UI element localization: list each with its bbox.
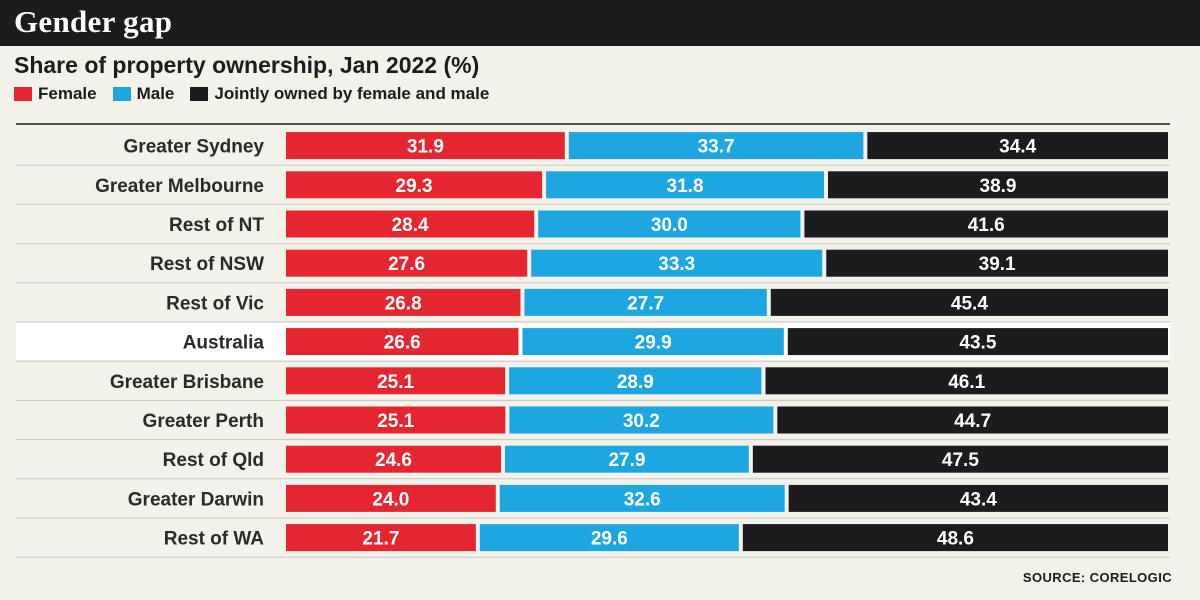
- chart-title: Share of property ownership, Jan 2022 (%…: [14, 52, 480, 78]
- value-label-female-rest-of-nsw: 27.6: [388, 254, 425, 275]
- bar-male-rest-of-vic: [524, 288, 767, 316]
- bar-female-rest-of-vic: [286, 288, 521, 316]
- legend: Female Male Jointly owned by female and …: [14, 83, 505, 105]
- bar-joint-greater-brisbane: [765, 367, 1168, 395]
- legend-swatch-male: [112, 87, 131, 101]
- bar-joint-rest-of-vic: [770, 288, 1168, 316]
- bar-male-greater-darwin: [499, 484, 785, 512]
- header-bar: Gender gap: [0, 0, 1200, 46]
- bar-joint-greater-sydney: [867, 132, 1168, 160]
- chart-header-title: Gender gap: [14, 4, 173, 39]
- source-note: SOURCE: CORELOGIC: [1022, 570, 1172, 585]
- bar-female-greater-perth: [286, 406, 506, 434]
- legend-label-male: Male: [136, 84, 175, 103]
- legend-swatch-joint: [190, 87, 209, 101]
- value-label-male-greater-melbourne: 31.8: [667, 176, 704, 197]
- value-label-joint-greater-darwin: 43.4: [960, 489, 997, 510]
- value-label-joint-australia: 43.5: [959, 333, 996, 354]
- value-label-joint-greater-brisbane: 46.1: [948, 372, 985, 393]
- bar-male-australia: [522, 328, 784, 356]
- value-label-male-rest-of-nt: 30.0: [651, 215, 688, 236]
- value-label-joint-greater-perth: 44.7: [954, 411, 991, 432]
- value-label-female-rest-of-vic: 26.8: [385, 293, 422, 314]
- bar-male-greater-melbourne: [546, 171, 825, 199]
- bar-female-greater-darwin: [286, 484, 496, 512]
- bar-female-australia: [286, 328, 519, 356]
- value-label-male-rest-of-vic: 27.7: [627, 293, 664, 314]
- bar-male-greater-sydney: [568, 132, 864, 160]
- bar-female-greater-melbourne: [286, 171, 543, 199]
- value-label-male-greater-sydney: 33.7: [698, 137, 735, 158]
- value-label-female-greater-perth: 25.1: [377, 411, 414, 432]
- bar-female-rest-of-nsw: [286, 249, 528, 277]
- bar-male-rest-of-nt: [538, 210, 801, 238]
- value-label-female-rest-of-nt: 28.4: [392, 215, 429, 236]
- bar-female-greater-sydney: [286, 132, 565, 160]
- value-label-male-greater-darwin: 32.6: [624, 489, 661, 510]
- value-label-joint-greater-sydney: 34.4: [999, 137, 1036, 158]
- category-label-greater-melbourne: Greater Melbourne: [95, 176, 264, 197]
- bar-joint-greater-perth: [777, 406, 1168, 434]
- bar-joint-australia: [787, 328, 1168, 356]
- category-label-greater-sydney: Greater Sydney: [124, 137, 265, 158]
- bar-male-rest-of-wa: [479, 524, 739, 552]
- bar-male-greater-brisbane: [509, 367, 762, 395]
- value-label-female-rest-of-wa: 21.7: [362, 529, 399, 550]
- value-label-female-greater-melbourne: 29.3: [396, 176, 433, 197]
- legend-item-joint: Jointly owned by female and male: [190, 84, 489, 104]
- value-label-female-greater-sydney: 31.9: [407, 137, 444, 158]
- category-label-greater-perth: Greater Perth: [143, 411, 264, 432]
- category-label-australia: Australia: [183, 333, 265, 354]
- value-label-male-australia: 29.9: [635, 333, 672, 354]
- value-label-male-greater-perth: 30.2: [623, 411, 660, 432]
- value-label-female-rest-of-qld: 24.6: [375, 450, 412, 471]
- legend-label-joint: Jointly owned by female and male: [214, 84, 490, 103]
- bar-joint-rest-of-nt: [804, 210, 1168, 238]
- value-label-male-rest-of-nsw: 33.3: [658, 254, 695, 275]
- value-label-joint-rest-of-nt: 41.6: [968, 215, 1005, 236]
- bar-male-rest-of-qld: [505, 445, 749, 473]
- category-label-rest-of-wa: Rest of WA: [164, 529, 265, 550]
- category-label-rest-of-nsw: Rest of NSW: [150, 254, 264, 275]
- legend-item-female: Female: [14, 84, 97, 104]
- bar-joint-greater-darwin: [788, 484, 1168, 512]
- value-label-female-greater-darwin: 24.0: [372, 489, 409, 510]
- value-label-male-greater-brisbane: 28.9: [617, 372, 654, 393]
- category-label-rest-of-vic: Rest of Vic: [166, 293, 264, 314]
- value-label-joint-rest-of-qld: 47.5: [942, 450, 979, 471]
- value-label-male-rest-of-qld: 27.9: [608, 450, 645, 471]
- bar-male-rest-of-nsw: [531, 249, 823, 277]
- value-label-female-australia: 26.6: [384, 333, 421, 354]
- category-label-rest-of-nt: Rest of NT: [169, 215, 264, 236]
- legend-swatch-female: [14, 87, 32, 101]
- category-label-rest-of-qld: Rest of Qld: [163, 450, 264, 471]
- category-label-greater-darwin: Greater Darwin: [128, 489, 264, 510]
- bar-joint-greater-melbourne: [828, 171, 1168, 199]
- bar-male-greater-perth: [509, 406, 774, 434]
- legend-label-female: Female: [38, 84, 97, 103]
- bar-joint-rest-of-wa: [742, 524, 1168, 552]
- bar-joint-rest-of-qld: [752, 445, 1168, 473]
- bar-joint-rest-of-nsw: [826, 249, 1168, 277]
- value-label-joint-greater-melbourne: 38.9: [980, 176, 1017, 197]
- value-label-joint-rest-of-nsw: 39.1: [979, 254, 1016, 275]
- category-label-greater-brisbane: Greater Brisbane: [110, 372, 264, 393]
- bar-female-rest-of-qld: [286, 445, 501, 473]
- value-label-female-greater-brisbane: 25.1: [377, 372, 414, 393]
- legend-item-male: Male: [112, 84, 175, 104]
- value-label-joint-rest-of-wa: 48.6: [937, 529, 974, 550]
- bar-female-greater-brisbane: [286, 367, 506, 395]
- value-label-joint-rest-of-vic: 45.4: [951, 293, 988, 314]
- value-label-male-rest-of-wa: 29.6: [591, 529, 628, 550]
- bar-female-rest-of-wa: [286, 524, 476, 552]
- bar-female-rest-of-nt: [286, 210, 535, 238]
